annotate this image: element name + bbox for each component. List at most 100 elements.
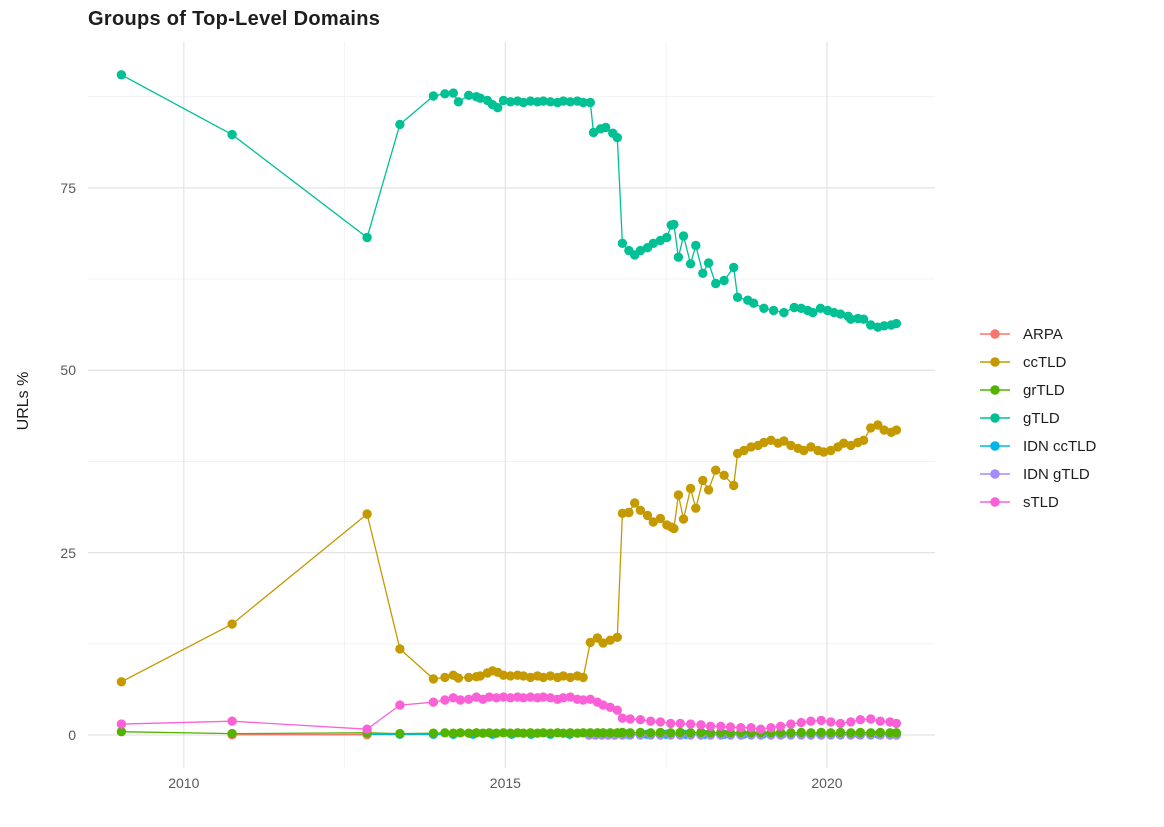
series-point-cctld [538,672,548,683]
legend-entry-arpa: ARPA [980,320,1096,348]
series-point-grtld [505,728,516,738]
series-point-cctld [729,480,739,491]
series-point-gtld [612,132,622,143]
series-point-stld [826,717,836,727]
series-point-gtld [538,96,548,106]
series-point-stld [578,695,588,705]
series-point-cctld [598,638,608,648]
series-point-stld [855,715,866,725]
series-point-gtld [362,232,372,243]
series-point-gtld [395,119,405,130]
series-point-gtld [116,70,127,80]
series-point-stld [846,717,856,727]
series-point-cctld [635,505,646,515]
series-point-cctld [685,483,696,494]
series-point-cctld [891,425,902,435]
series-point-grtld [598,728,608,738]
series-point-cctld [819,447,829,457]
series-point-grtld [227,728,237,739]
series-point-grtld [484,728,494,738]
x-tick-label: 2010 [168,775,200,791]
legend-label: IDN ccTLD [1023,437,1097,455]
series-point-cctld [691,503,701,513]
series-point-gtld [673,252,684,262]
series-point-stld [362,724,372,734]
series-point-stld [484,692,494,702]
series-point-grtld [806,728,816,738]
series-point-gtld [691,240,701,251]
series-point-stld [806,716,816,726]
series-point-gtld [493,103,503,113]
series-point-grtld [455,728,466,738]
series-point-gtld [815,303,826,313]
legend-key-icon [980,497,1010,507]
series-point-gtld [835,309,846,319]
series-point-stld [448,693,458,703]
series-point-gtld [475,93,485,103]
series-point-gtld [518,97,529,108]
series-point-stld [464,694,474,704]
series-line-gtld [121,74,897,328]
series-point-cctld [879,425,889,435]
series-point-grtld [875,727,885,738]
series-point-stld [565,692,575,702]
series-point-gtld [440,89,450,99]
series-point-cctld [873,420,883,430]
series-point-gtld [505,97,516,107]
series-point-gtld [858,314,869,324]
series-point-gtld [635,245,646,256]
series-point-cctld [585,637,595,648]
series-point-stld [585,694,595,704]
legend-entry-idn-cctld: IDN ccTLD [980,432,1096,460]
series-point-stld [491,693,502,703]
chart-title: Groups of Top-Level Domains [88,8,381,30]
series-point-cctld [719,470,729,480]
series-point-gtld [729,262,739,273]
series-point-stld [866,714,876,724]
series-point-stld [455,695,466,705]
series-point-grtld [646,728,656,738]
series-point-gtld [588,127,599,138]
series-point-grtld [635,727,646,738]
series-point-grtld [786,728,796,738]
series-point-gtld [866,320,876,330]
series-point-cctld [453,673,464,683]
series-point-gtld [711,278,721,289]
legend-key-icon [980,441,1010,451]
series-point-stld [786,719,796,729]
series-point-gtld [545,97,556,107]
series-point-cctld [858,435,869,445]
series-point-stld [598,700,608,710]
series-point-stld [505,693,516,703]
series-point-grtld [866,728,876,738]
series-point-cctld [565,672,575,683]
series-point-stld [685,719,696,729]
series-point-grtld [826,728,836,738]
series-point-gtld [428,91,439,101]
series-point-gtld [779,307,789,318]
series-point-stld [666,718,676,729]
series-point-gtld [585,97,595,108]
series-point-grtld [491,728,502,738]
series-point-stld [766,723,776,733]
series-point-cctld [673,490,684,500]
legend-key-icon [980,413,1010,423]
series-point-grtld [578,728,588,738]
series-point-gtld [617,238,628,248]
series-point-gtld [648,238,658,248]
series-point-grtld [816,727,826,738]
series-point-cctld [518,671,529,681]
series-point-stld [605,702,615,712]
series-point-cctld [759,437,769,448]
legend-label: ARPA [1023,325,1063,343]
series-point-gtld [759,303,769,313]
series-point-grtld [545,728,556,738]
series-point-grtld [846,728,856,738]
legend-entry-gtld: gTLD [980,404,1096,432]
series-point-stld [635,715,646,725]
series-point-gtld [662,232,672,243]
series-point-gtld [703,258,714,268]
series-point-stld [756,724,766,734]
series-line-cctld [121,424,897,683]
